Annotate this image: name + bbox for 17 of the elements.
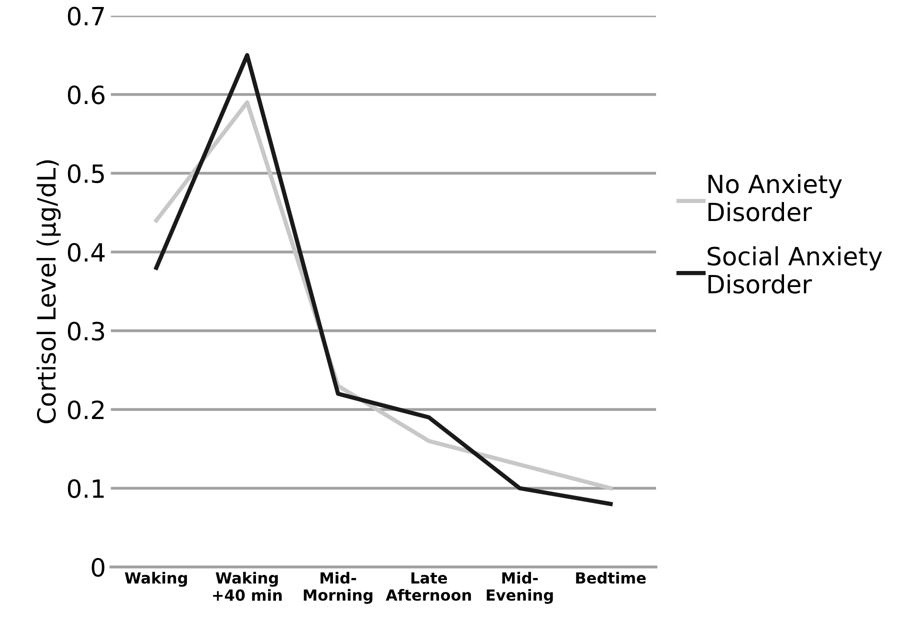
legend-label: Social Anxiety Disorder [708, 246, 882, 294]
y-tick-label: 0.2 [68, 400, 104, 420]
y-tick-label: 0.6 [68, 85, 104, 104]
y-tick-label: 0.4 [68, 242, 105, 262]
y-tick-label: 0.3 [68, 322, 104, 341]
y-tick-label: 0.1 [68, 479, 104, 498]
x-tick-label: Mid- Morning [304, 572, 372, 604]
x-tick-label: Waking [124, 572, 187, 587]
y-axis-title: Cortisol Level (µg/dL) [36, 160, 61, 424]
legend-label: No Anxiety Disorder [708, 174, 842, 222]
x-tick-label: Waking +40 min [213, 572, 282, 601]
y-tick-label: 0 [92, 558, 104, 577]
x-tick-label: Late Afternoon [386, 572, 471, 601]
x-tick-label: Bedtime [576, 572, 646, 584]
x-tick-label: Mid- Evening [486, 572, 553, 604]
y-tick-label: 0.5 [68, 164, 104, 184]
y-tick-label: 0.7 [68, 6, 104, 26]
